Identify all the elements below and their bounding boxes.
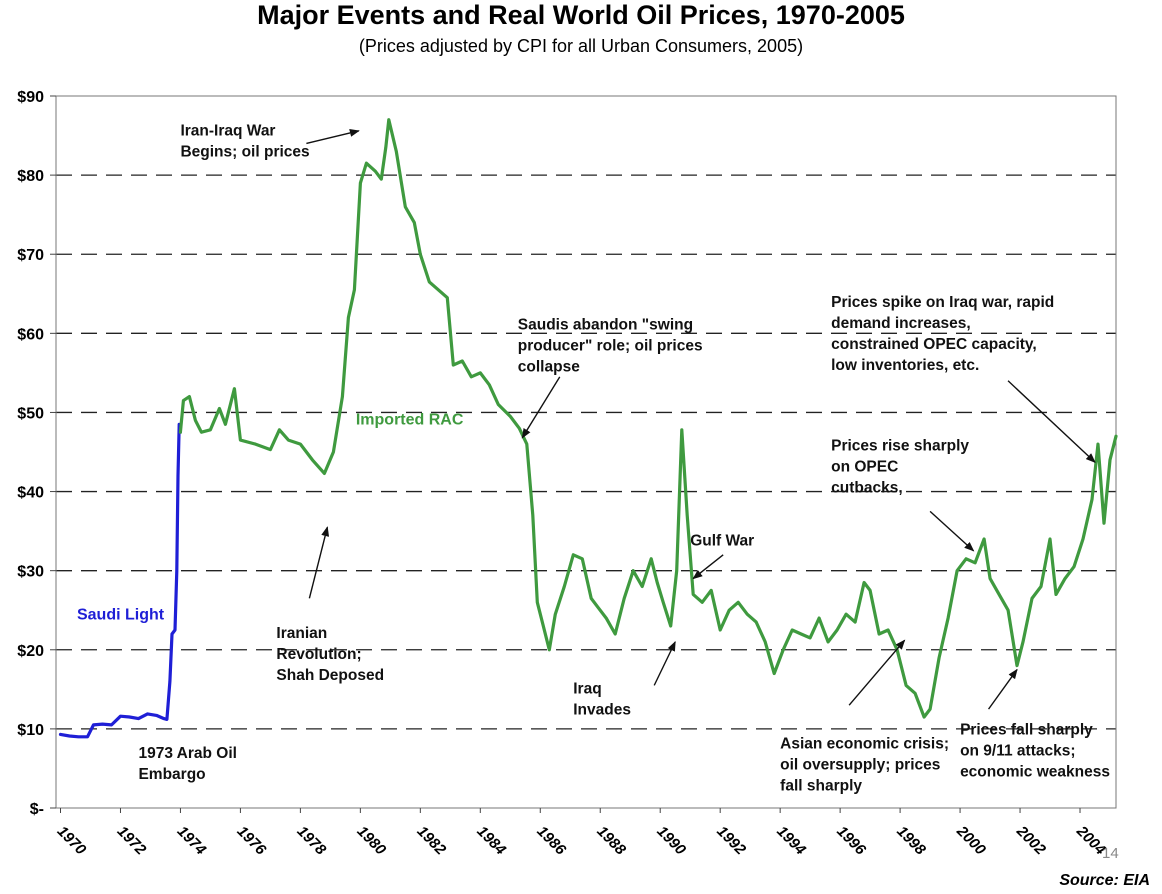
x-tick-label: 1998 xyxy=(893,823,929,859)
annotation: Iran-Iraq War Begins; oil prices xyxy=(180,123,360,161)
y-tick-label: $40 xyxy=(17,485,44,502)
x-tick-label: 2000 xyxy=(953,822,990,859)
series-line-saudi-light xyxy=(58,422,182,739)
annotation-text: on 9/11 attacks; xyxy=(960,742,1075,759)
annotation-text: Prices fall sharply xyxy=(960,721,1093,738)
annotation-text: Gulf War xyxy=(690,532,754,549)
annotation-arrow xyxy=(929,510,975,552)
x-tick-label: 1984 xyxy=(473,823,509,859)
annotation: Iranian Revolution; Shah Deposed xyxy=(276,526,384,684)
annotation-text: economic weakness xyxy=(960,763,1110,780)
y-tick-label: $90 xyxy=(17,89,44,106)
annotation-text: Iraq xyxy=(573,680,601,697)
annotation-text: Embargo xyxy=(138,766,205,783)
x-tick-label: 1982 xyxy=(413,823,449,859)
annotation-text: Revolution; xyxy=(276,646,361,663)
gridlines xyxy=(56,174,1116,730)
x-tick-label: 1992 xyxy=(713,823,749,859)
y-tick-label: $60 xyxy=(17,326,44,343)
x-tick-label: 1994 xyxy=(773,823,809,859)
annotation: Asian economic crisis; oil oversupply; pr… xyxy=(780,639,949,795)
y-tick-label: $80 xyxy=(17,168,44,185)
y-tick-label: $- xyxy=(30,801,44,818)
annotation: Prices rise sharply on OPEC cutbacks, xyxy=(831,437,975,552)
annotation-arrow xyxy=(308,526,330,599)
annotation-arrow xyxy=(653,640,676,686)
annotation: Prices spike on Iraq war, rapid demand in… xyxy=(831,294,1096,463)
annotation-arrow xyxy=(987,668,1018,710)
annotation: 1973 Arab Oil Embargo xyxy=(138,745,237,783)
annotation-text: producer" role; oil prices xyxy=(518,337,703,354)
x-tick-label: 1996 xyxy=(833,823,869,859)
annotation-text: collapse xyxy=(518,358,580,375)
y-tick-label: $20 xyxy=(17,643,44,660)
annotation: Prices fall sharply on 9/11 attacks; econo… xyxy=(960,668,1110,780)
series-line-imported-rac xyxy=(178,118,1118,719)
x-tick-label: 1970 xyxy=(54,823,90,859)
page-number: 14 xyxy=(1102,845,1119,862)
series-label-imported-rac: Imported RAC xyxy=(356,411,464,428)
source-note: Source: EIA xyxy=(1059,872,1150,889)
annotation-arrow xyxy=(1007,380,1096,463)
annotation: Iraq Invades xyxy=(573,640,676,718)
annotation-text: Iran-Iraq War xyxy=(180,123,275,140)
x-tick-label: 1976 xyxy=(234,823,270,859)
x-tick-label: 1986 xyxy=(533,823,569,859)
annotation-text: low inventories, etc. xyxy=(831,357,979,374)
annotation-text: Prices spike on Iraq war, rapid xyxy=(831,294,1054,311)
x-tick-label: 1988 xyxy=(593,823,629,859)
annotation-arrow xyxy=(306,129,360,145)
annotation-text: Invades xyxy=(573,701,631,718)
x-tick-label: 1978 xyxy=(294,823,330,859)
annotation-text: Prices rise sharply xyxy=(831,437,969,454)
annotation-text: Asian economic crisis; xyxy=(780,736,949,753)
series-lines xyxy=(58,118,1118,739)
y-tick-label: $70 xyxy=(17,247,44,264)
y-tick-label: $10 xyxy=(17,722,44,739)
annotation-text: Iranian xyxy=(276,625,327,642)
annotation: Saudis abandon "swing producer" role; oil… xyxy=(518,316,703,439)
annotation-text: fall sharply xyxy=(780,778,862,795)
annotation-text: 1973 Arab Oil xyxy=(138,745,237,762)
annotation-text: Begins; oil prices xyxy=(180,144,309,161)
x-tick-label: 1990 xyxy=(653,823,689,859)
plot-frame xyxy=(55,95,1117,809)
annotation-text: oil oversupply; prices xyxy=(780,757,940,774)
axes: $- $10 $20 $30 $40 $50 $60 $70 $80 $90 1970 1972 197… xyxy=(17,89,1117,859)
annotation-arrow xyxy=(521,376,561,439)
series-label-saudi-light: Saudi Light xyxy=(77,607,165,624)
annotation-arrow xyxy=(692,554,724,580)
chart-title: Major Events and Real World Oil Prices, … xyxy=(257,0,905,30)
series-labels: Saudi Light Imported RAC xyxy=(77,411,464,623)
annotation-text: on OPEC xyxy=(831,458,898,475)
y-tick-label: $50 xyxy=(17,405,44,422)
annotation-text: constrained OPEC capacity, xyxy=(831,336,1037,353)
x-tick-label: 1980 xyxy=(354,823,390,859)
x-tick-label: 2002 xyxy=(1013,822,1050,859)
chart-subtitle: (Prices adjusted by CPI for all Urban Co… xyxy=(358,36,804,56)
x-tick-label: 1974 xyxy=(174,823,210,859)
annotation: Gulf War xyxy=(690,532,754,580)
annotation-text: Saudis abandon "swing xyxy=(518,316,693,333)
annotation-text: demand increases, xyxy=(831,315,971,332)
annotations: Iran-Iraq War Begins; oil prices Iranian Re… xyxy=(138,123,1110,795)
annotation-arrow xyxy=(848,639,906,706)
y-tick-label: $30 xyxy=(17,564,44,581)
annotation-text: cutbacks, xyxy=(831,479,903,496)
annotation-text: Shah Deposed xyxy=(276,667,384,684)
x-tick-label: 1972 xyxy=(114,823,150,859)
